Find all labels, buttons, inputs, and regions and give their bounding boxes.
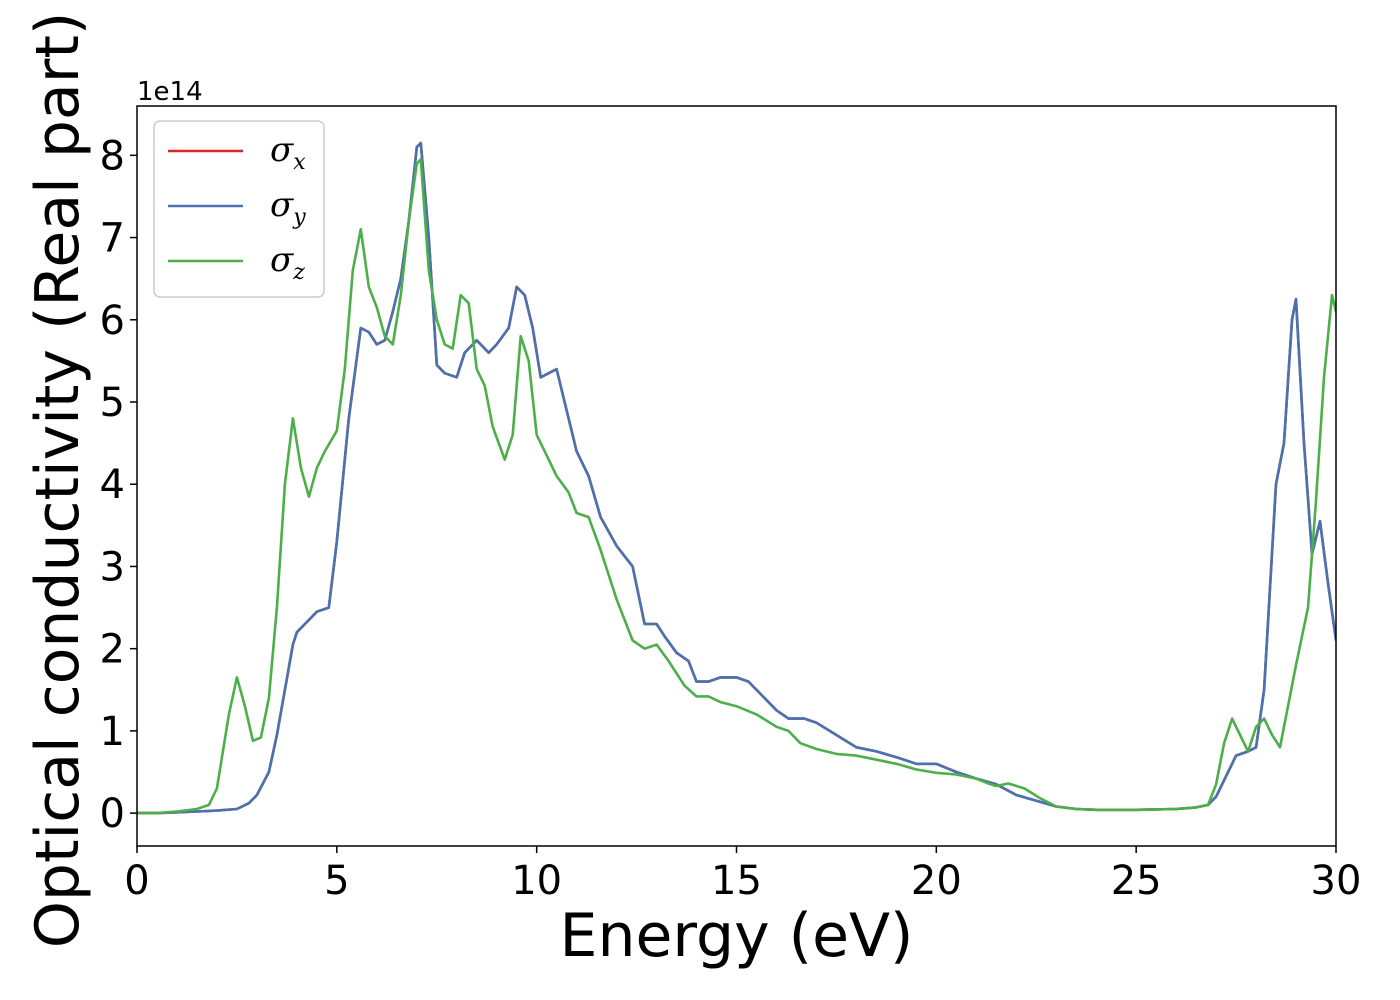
y-tick-label: 2 <box>100 627 125 673</box>
legend-label-x: σx <box>270 130 306 175</box>
x-tick-label: 10 <box>511 858 562 904</box>
y-tick-label: 4 <box>100 462 125 508</box>
y-tick-label: 6 <box>100 298 125 344</box>
y-tick-label: 3 <box>100 544 125 590</box>
x-axis-title: Energy (eV) <box>560 901 914 971</box>
y-tick-label: 8 <box>100 133 125 179</box>
x-tick-label: 20 <box>911 858 962 904</box>
x-tick-label: 25 <box>1111 858 1162 904</box>
y-tick-label: 7 <box>100 216 125 262</box>
legend-box <box>153 120 325 298</box>
legend-label-z: σz <box>270 240 305 285</box>
y-offset-label: 1e14 <box>137 77 203 107</box>
ticks-layer: 0 5 10 15 20 25 30 0 1 2 3 4 5 6 7 8 <box>100 133 1362 904</box>
x-tick-label: 30 <box>1311 858 1362 904</box>
y-tick-label: 0 <box>100 791 125 837</box>
legend-label-y: σy <box>270 185 306 230</box>
x-tick-label: 15 <box>711 858 762 904</box>
series-line-z <box>137 158 1336 815</box>
x-tick-label: 0 <box>124 858 149 904</box>
y-tick-label: 5 <box>100 380 125 426</box>
y-axis-title: Optical conductivity (Real part) <box>23 12 93 949</box>
x-tick-label: 5 <box>324 858 349 904</box>
series-layer <box>137 141 1336 815</box>
y-tick-label: 1 <box>100 709 125 755</box>
legend: σx σy σz <box>153 120 325 298</box>
